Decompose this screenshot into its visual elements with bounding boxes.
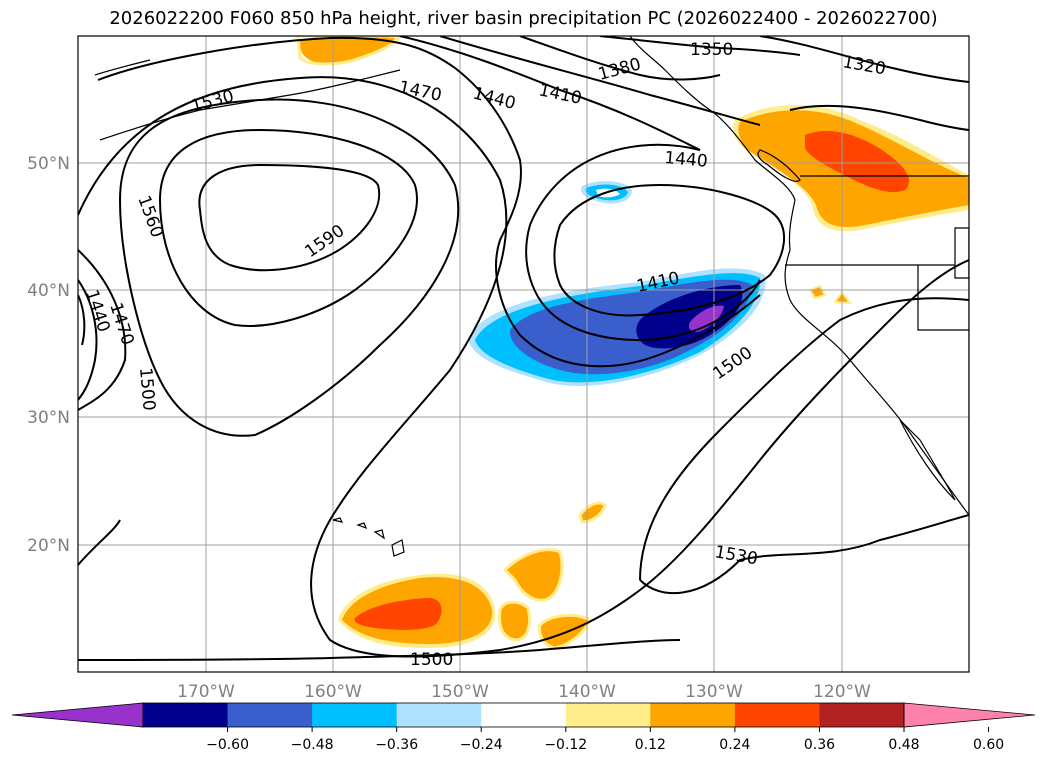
- contour-label: 1500: [410, 650, 453, 670]
- colorbar-tick-label: −0.12: [544, 737, 587, 753]
- precip-positive-nw-red: [805, 131, 909, 193]
- contour-1560: [158, 128, 418, 327]
- contour-1470: [97, 36, 761, 368]
- lat-tick-label: 50°N: [27, 154, 70, 174]
- contour-label: 1440: [664, 148, 709, 172]
- contour-1440: [399, 36, 761, 341]
- precip-positive-2: [498, 600, 531, 642]
- colorbar-segment: [312, 703, 398, 727]
- colorbar: −0.60 −0.48 −0.36 −0.24 −0.12 0.12 0.24 0.36 0.4…: [11, 702, 1036, 753]
- height-contours: [78, 36, 969, 661]
- contour-1530-e: [639, 297, 969, 595]
- precip-negative-navy: [636, 285, 743, 349]
- colorbar-segment: [819, 703, 905, 727]
- colorbar-tick-label: 0.12: [635, 737, 666, 753]
- colorbar-extend-max: [903, 702, 1036, 728]
- colorbar-segment: [481, 703, 567, 727]
- colorbar-segment: [227, 703, 313, 727]
- colorbar-segment: [396, 703, 482, 727]
- contour-1440-edge: [78, 294, 86, 346]
- lon-tick-label: 120°W: [813, 682, 871, 702]
- map-title: 2026022200 F060 850 hPa height, river ba…: [109, 8, 938, 29]
- contour-1500-bottom-left: [78, 519, 121, 566]
- colorbar-tick-label: −0.24: [460, 737, 503, 753]
- lat-tick-label: 40°N: [27, 281, 70, 301]
- lon-tick-label: 150°W: [431, 682, 489, 702]
- colorbar-tick-label: 0.24: [719, 737, 750, 753]
- colorbar-segment: [650, 703, 736, 727]
- colorbar-tick-label: −0.36: [375, 737, 418, 753]
- lon-tick-label: 160°W: [304, 682, 362, 702]
- colorbar-tick-label: −0.48: [291, 737, 334, 753]
- precip-positive-aleutian-yellow: [296, 36, 402, 66]
- contour-1380: [519, 36, 721, 81]
- contour-1470-edge: [78, 279, 98, 401]
- precip-positive-hawaii-red: [354, 597, 442, 630]
- precip-positive-3: [502, 548, 564, 602]
- lat-tick-labels: 50°N 40°N 30°N 20°N: [27, 154, 70, 556]
- contour-1320: [759, 36, 969, 131]
- precip-positive-aleutian: [299, 36, 395, 64]
- gridlines: [78, 36, 969, 672]
- colorbar-tick-label: −0.60: [206, 737, 249, 753]
- colorbar-tick-label: 0.60: [973, 737, 1004, 753]
- lon-tick-label: 140°W: [558, 682, 616, 702]
- contour-1590: [198, 163, 381, 272]
- contour-1500-w: [78, 76, 969, 658]
- contour-1530-w: [118, 98, 460, 437]
- precip-positive-6: [808, 284, 827, 300]
- coastlines: [94, 36, 969, 557]
- colorbar-segment: [734, 703, 820, 727]
- lon-tick-labels: 170°W 160°W 150°W 140°W 130°W 120°W: [177, 682, 871, 702]
- map-border: [77, 35, 970, 673]
- colorbar-tick-label: 0.36: [804, 737, 835, 753]
- colorbar-segment: [565, 703, 651, 727]
- contour-1350: [599, 36, 801, 56]
- lon-tick-label: 130°W: [685, 682, 743, 702]
- contour-1410: [439, 36, 786, 317]
- contour-label: 1500: [135, 367, 159, 412]
- contour-label: 1350: [690, 40, 733, 60]
- lat-tick-label: 20°N: [27, 536, 70, 556]
- precip-shading: [296, 36, 969, 650]
- lat-tick-label: 30°N: [27, 408, 70, 428]
- colorbar-segment: [143, 703, 229, 727]
- colorbar-tick-label: 0.48: [888, 737, 919, 753]
- lon-tick-label: 170°W: [177, 682, 235, 702]
- colorbar-extend-min: [11, 702, 144, 728]
- contour-1500-edge: [78, 249, 127, 411]
- precip-positive-5: [578, 501, 607, 524]
- colorbar-outline: [142, 702, 905, 728]
- contour-1500-bottom: [78, 639, 681, 661]
- precip-negative-purple: [688, 305, 724, 332]
